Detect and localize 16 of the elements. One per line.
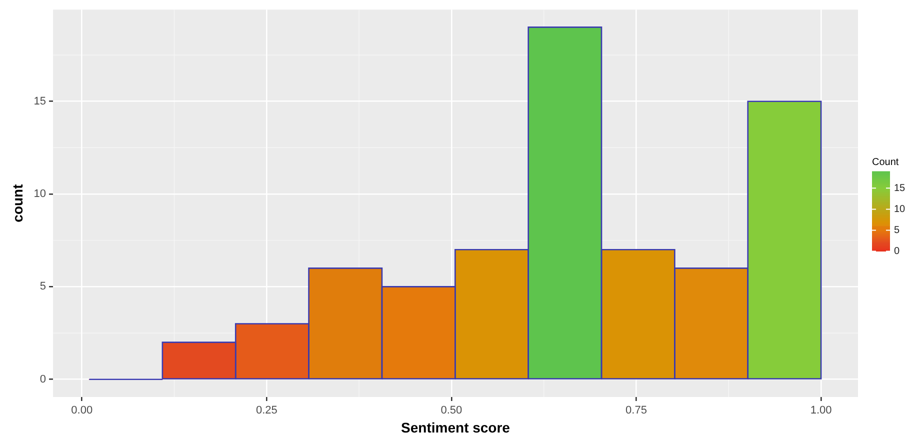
- x-tick-label: 1.00: [810, 404, 832, 417]
- y-tick-label: 10: [34, 188, 46, 200]
- color-bar-label: 15: [894, 182, 906, 194]
- color-bar-label: 5: [894, 224, 900, 236]
- x-tick-label: 0.00: [71, 404, 93, 417]
- color-bar-label: 0: [894, 246, 900, 258]
- color-bar-label: 10: [894, 204, 906, 215]
- x-axis-title: Sentiment score: [401, 419, 510, 436]
- x-tick-label: 0.50: [440, 404, 462, 417]
- x-tick-label: 0.25: [256, 404, 278, 417]
- y-tick-label: 15: [34, 95, 46, 108]
- y-tick-label: 0: [40, 373, 46, 386]
- color-bar-title: Count: [872, 157, 899, 168]
- y-tick-label: 5: [40, 280, 46, 293]
- x-tick-label: 0.75: [626, 404, 647, 417]
- y-axis-title: count: [9, 184, 26, 222]
